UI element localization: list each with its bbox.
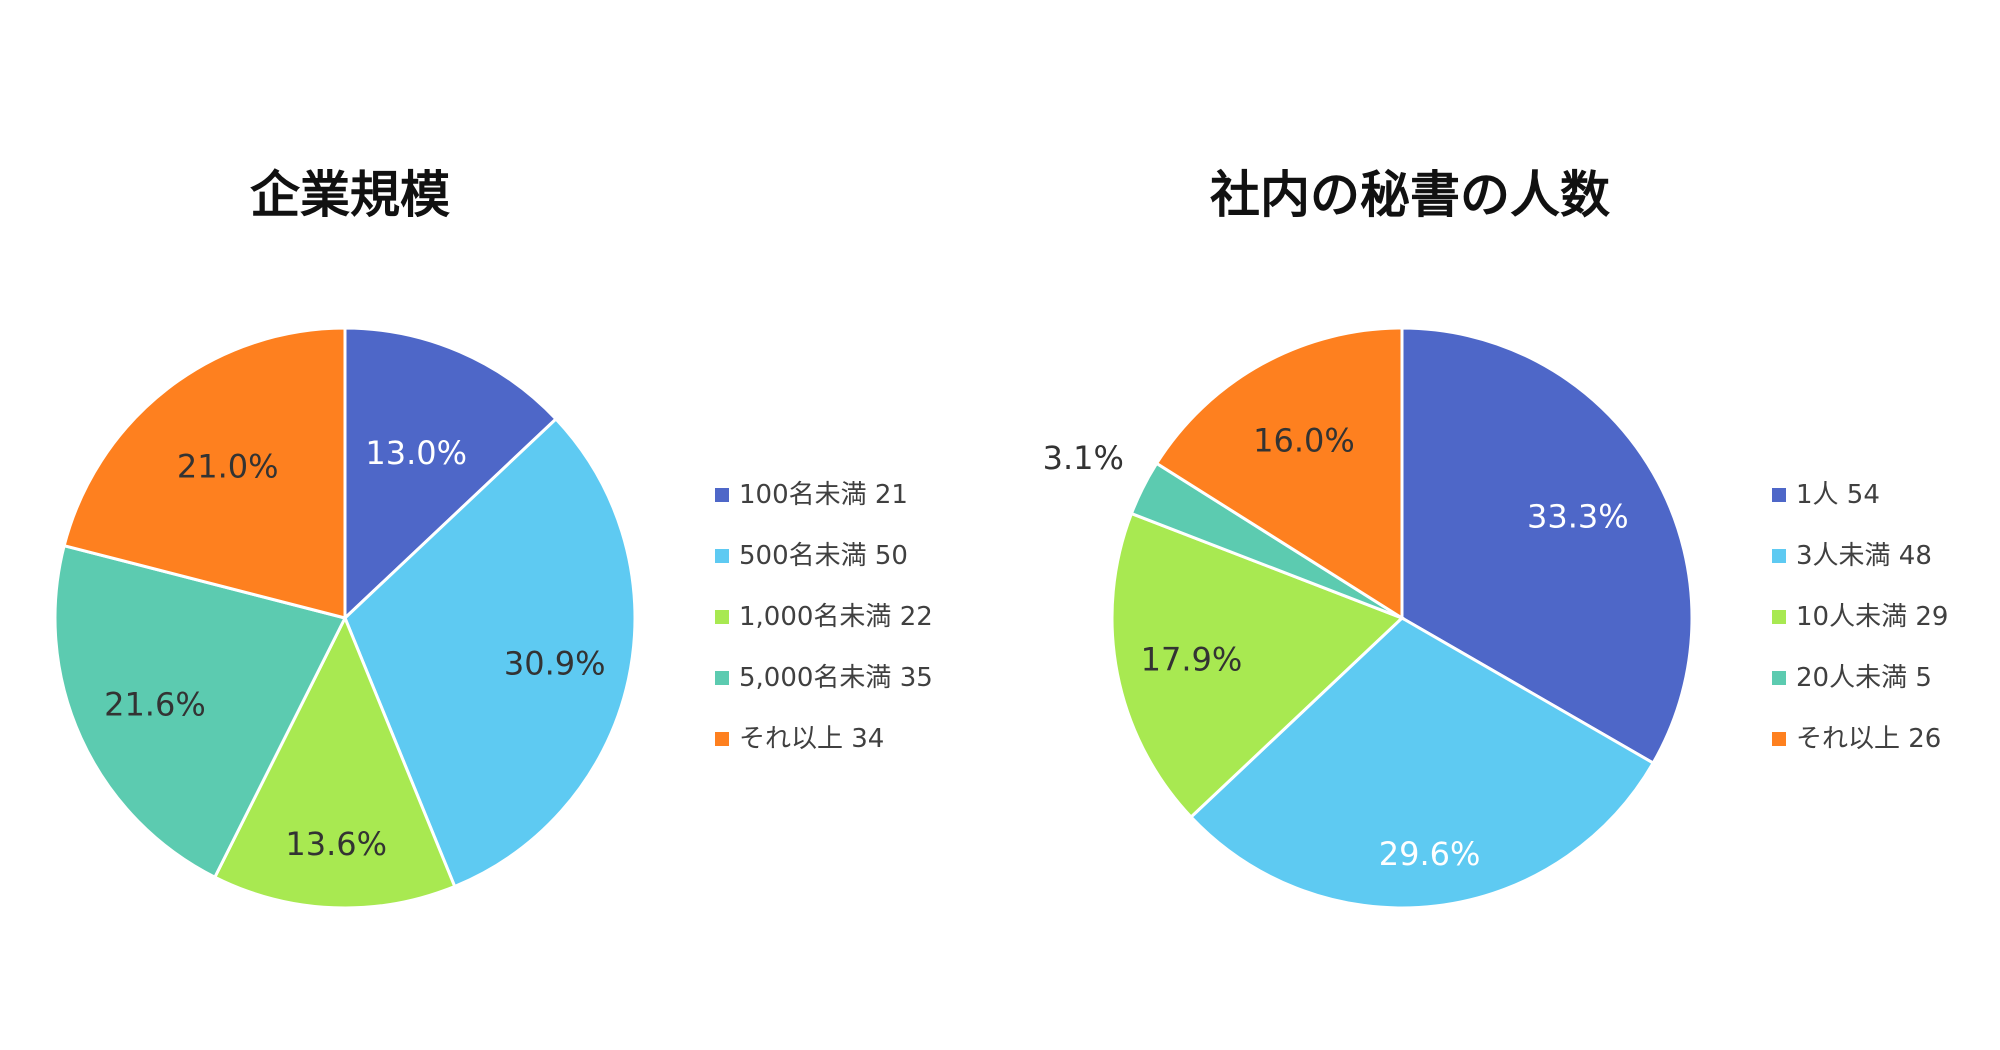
legend-swatch [1772, 671, 1786, 685]
secretary-count-chart: 社内の秘書の人数 33.3% 29.6% 17.9% 3.1% 16.0% 1人 54 3… [1043, 166, 1948, 910]
slice-percent-label: 30.9% [504, 644, 606, 682]
legend-entry: それ以上 34 [739, 724, 884, 754]
legend-entry: 5,000名未満 35 [739, 663, 933, 693]
pie-slice [62, 326, 347, 620]
slice-percent-label: 13.6% [285, 825, 387, 863]
pie-slice [1188, 616, 1656, 910]
slice-percent-label: 16.0% [1253, 421, 1355, 459]
pie-slice [212, 614, 457, 910]
legend-entry: 3人未満 48 [1796, 541, 1932, 571]
company-size-chart: 企業規模 13.0% 30.9% 13.6% 21.6% 21.0% 100名未満 21… [53, 166, 933, 910]
slice-percent-label: 21.0% [177, 448, 279, 486]
chart-title: 企業規模 [250, 166, 450, 224]
pie-slices [53, 326, 637, 910]
pie-slice [1400, 326, 1694, 766]
slice-percent-label: 17.9% [1141, 640, 1243, 678]
pie-slice [1110, 511, 1405, 820]
slice-percent-label: 33.3% [1527, 498, 1629, 536]
slice-percent-label: 21.6% [104, 685, 206, 723]
legend-entry: 1人 54 [1796, 480, 1880, 510]
legend-swatch [715, 671, 729, 685]
legend-swatch [1772, 488, 1786, 502]
pie-slice [343, 326, 559, 622]
pie-data-labels: 13.0% 30.9% 13.6% 21.6% 21.0% [104, 434, 605, 863]
legend-swatch [1772, 549, 1786, 563]
legend-entry: それ以上 26 [1796, 724, 1941, 754]
legend-swatch [715, 549, 729, 563]
slice-percent-label: 3.1% [1043, 439, 1124, 477]
pie-slice [1154, 326, 1404, 621]
legend-entry: 100名未満 21 [739, 480, 908, 510]
legend-swatch [715, 610, 729, 624]
pie-data-labels: 33.3% 29.6% 17.9% 3.1% 16.0% [1043, 421, 1629, 873]
legend-swatch [715, 488, 729, 502]
slice-percent-label: 13.0% [365, 434, 467, 472]
legend-swatch [715, 732, 729, 746]
pie-slices [1110, 326, 1694, 910]
pie-slice [343, 416, 637, 889]
legend: 100名未満 21 500名未満 50 1,000名未満 22 5,000名未満 35… [715, 480, 933, 754]
legend-entry: 20人未満 5 [1796, 663, 1932, 693]
slice-percent-label: 29.6% [1379, 835, 1481, 873]
legend-entry: 500名未満 50 [739, 541, 908, 571]
legend-swatch [1772, 610, 1786, 624]
legend: 1人 54 3人未満 48 10人未満 29 20人未満 5 それ以上 26 [1772, 480, 1948, 754]
legend-swatch [1772, 732, 1786, 746]
chart-title: 社内の秘書の人数 [1210, 166, 1610, 224]
pie-slice [53, 543, 348, 880]
legend-entry: 10人未満 29 [1796, 602, 1948, 632]
legend-entry: 1,000名未満 22 [739, 602, 933, 632]
